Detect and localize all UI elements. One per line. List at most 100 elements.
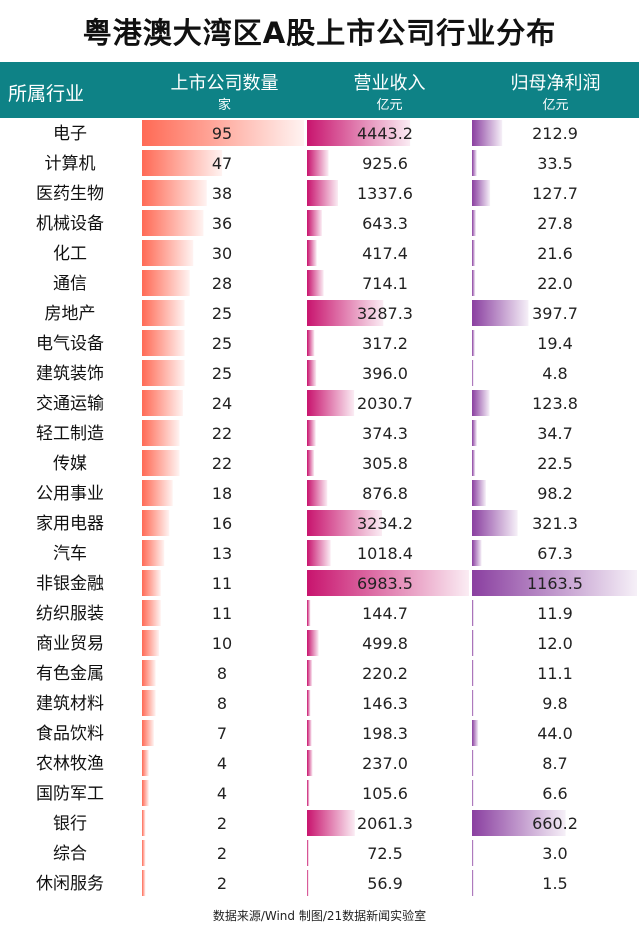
revenue-value-label: 2030.7 [357, 394, 413, 413]
count-value-label: 8 [217, 694, 227, 713]
revenue-value-label: 6983.5 [357, 574, 413, 593]
table-row: 农林牧渔 4 237.0 8.7 [36, 750, 568, 776]
header-profit-label: 归母净利润 [510, 73, 601, 94]
count-value-label: 28 [212, 274, 232, 293]
profit-value-label: 4.8 [542, 364, 567, 383]
table-row: 电子 95 4443.2 212.9 [53, 120, 578, 146]
industry-label: 纺织服装 [36, 604, 104, 624]
table-header: 所属行业 上市公司数量 家 营业收入 亿元 归母净利润 亿元 [0, 62, 639, 118]
table-row: 纺织服装 11 144.7 11.9 [36, 600, 573, 626]
header-count: 上市公司数量 家 [142, 62, 307, 118]
count-value-label: 8 [217, 664, 227, 683]
revenue-value-label: 876.8 [362, 484, 408, 503]
profit-value-label: 9.8 [542, 694, 567, 713]
industry-label: 有色金属 [36, 664, 104, 684]
industry-label: 综合 [53, 844, 87, 864]
profit-value-label: 21.6 [537, 244, 573, 263]
industry-label: 电气设备 [36, 334, 104, 354]
profit-bar [472, 330, 475, 356]
industry-label: 公用事业 [36, 484, 104, 504]
count-value-label: 7 [217, 724, 227, 743]
profit-value-label: 397.7 [532, 304, 578, 323]
table-row: 轻工制造 22 374.3 34.7 [36, 420, 573, 446]
header-profit-unit: 亿元 [542, 98, 569, 113]
profit-value-label: 22.0 [537, 274, 573, 293]
header-revenue-label: 营业收入 [353, 73, 426, 94]
industry-label: 传媒 [53, 454, 87, 474]
profit-value-label: 3.0 [542, 844, 567, 863]
revenue-value-label: 417.4 [362, 244, 408, 263]
count-value-label: 11 [212, 604, 232, 623]
table-row: 建筑材料 8 146.3 9.8 [36, 690, 568, 716]
profit-bar [472, 300, 529, 326]
profit-bar [472, 840, 474, 866]
table-row: 化工 30 417.4 21.6 [53, 240, 573, 266]
profit-bar [472, 540, 482, 566]
count-bar [142, 420, 180, 446]
profit-bar [472, 240, 476, 266]
industry-label: 食品饮料 [36, 724, 104, 744]
profit-bar [472, 870, 474, 896]
profit-value-label: 123.8 [532, 394, 578, 413]
revenue-value-label: 317.2 [362, 334, 408, 353]
revenue-value-label: 305.8 [362, 454, 408, 473]
count-bar [142, 540, 165, 566]
industry-label: 轻工制造 [36, 424, 104, 444]
profit-bar [472, 720, 479, 746]
industry-label: 农林牧渔 [36, 754, 104, 774]
profit-value-label: 321.3 [532, 514, 578, 533]
revenue-value-label: 4443.2 [357, 124, 413, 143]
revenue-bar [307, 300, 384, 326]
count-value-label: 22 [212, 454, 232, 473]
count-bar [142, 180, 207, 206]
industry-label: 休闲服务 [36, 874, 104, 894]
industry-label: 国防军工 [36, 784, 104, 804]
count-value-label: 25 [212, 364, 232, 383]
table-row: 食品饮料 7 198.3 44.0 [36, 720, 573, 746]
profit-value-label: 660.2 [532, 814, 578, 833]
revenue-value-label: 643.3 [362, 214, 408, 233]
header-industry: 所属行业 [0, 62, 142, 118]
revenue-bar [307, 480, 328, 506]
revenue-bar [307, 270, 324, 296]
profit-bar [472, 480, 486, 506]
count-value-label: 10 [212, 634, 232, 653]
count-bar [142, 120, 304, 146]
revenue-value-label: 499.8 [362, 634, 408, 653]
table-row: 综合 2 72.5 3.0 [53, 840, 568, 866]
count-value-label: 30 [212, 244, 232, 263]
revenue-value-label: 72.5 [367, 844, 403, 863]
count-bar [142, 630, 160, 656]
count-bar [142, 750, 149, 776]
revenue-bar [307, 630, 319, 656]
profit-value-label: 98.2 [537, 484, 573, 503]
count-value-label: 25 [212, 304, 232, 323]
industry-label: 房地产 [45, 304, 96, 324]
revenue-value-label: 396.0 [362, 364, 408, 383]
industry-label: 通信 [53, 274, 87, 294]
revenue-value-label: 105.6 [362, 784, 408, 803]
table-row: 非银金融 11 6983.5 1163.5 [36, 570, 637, 596]
profit-bar [472, 420, 477, 446]
count-bar [142, 150, 223, 176]
header-revenue: 营业收入 亿元 [307, 62, 472, 118]
count-bar [142, 660, 156, 686]
profit-value-label: 19.4 [537, 334, 573, 353]
revenue-value-label: 198.3 [362, 724, 408, 743]
count-bar [142, 450, 180, 476]
count-bar [142, 270, 190, 296]
count-value-label: 2 [217, 874, 227, 893]
chart-title: 粤港澳大湾区A股上市公司行业分布 [82, 16, 557, 50]
revenue-value-label: 3234.2 [357, 514, 413, 533]
revenue-bar [307, 540, 331, 566]
profit-bar [472, 210, 476, 236]
revenue-bar [307, 120, 411, 146]
revenue-bar [307, 330, 315, 356]
count-value-label: 25 [212, 334, 232, 353]
profit-bar [472, 570, 637, 596]
count-bar [142, 360, 185, 386]
revenue-value-label: 1337.6 [357, 184, 413, 203]
count-value-label: 11 [212, 574, 232, 593]
revenue-bar [307, 870, 309, 896]
industry-label: 建筑装饰 [36, 364, 104, 384]
